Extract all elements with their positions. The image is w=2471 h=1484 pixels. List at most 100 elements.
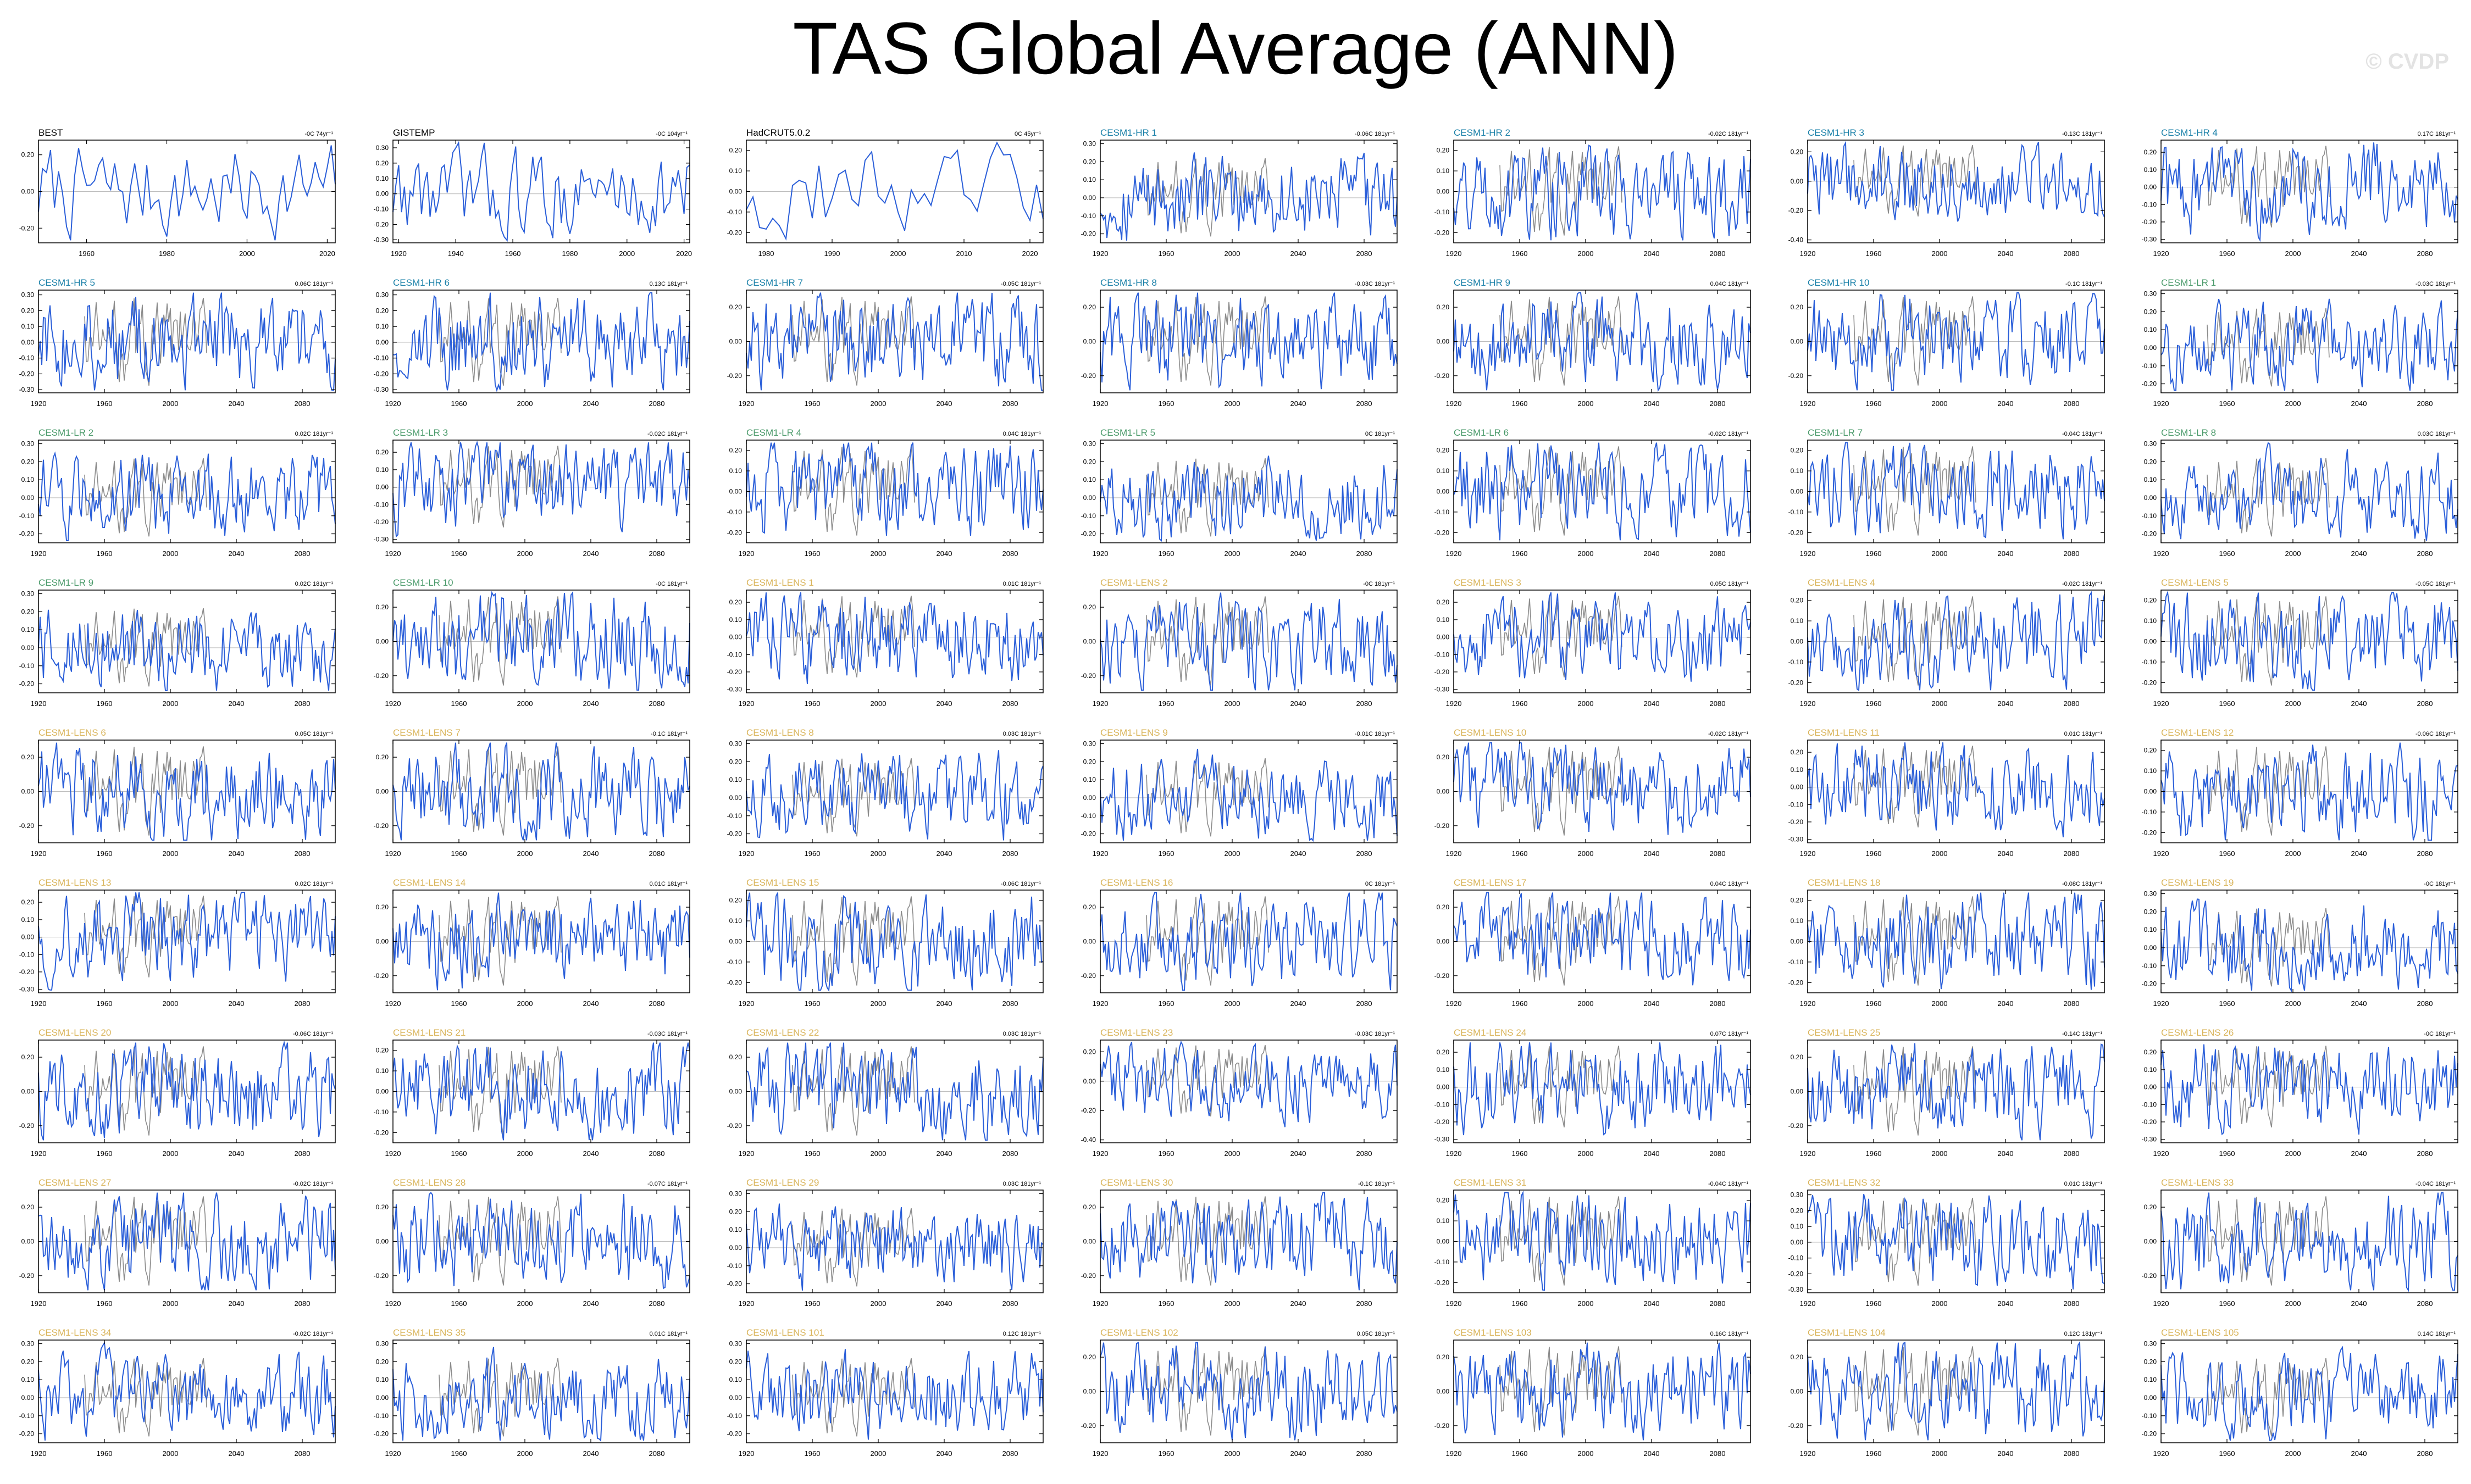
y-tick-label: 0.20 — [729, 303, 743, 311]
panel-trend: -0C 181yr⁻¹ — [1363, 581, 1395, 587]
obs-overlay-line — [792, 896, 915, 986]
panel: CESM1-LR 1 -0.03C 181yr⁻¹ 0.30 0.20 0.10 0.00… — [2142, 277, 2458, 408]
y-tick-label: -0.10 — [1434, 508, 1450, 516]
series-line — [2160, 1044, 2458, 1136]
x-tick-label: 2000 — [619, 249, 635, 258]
obs-overlay-line — [1146, 596, 1269, 686]
panel: CESM1-LR 10 -0C 181yr⁻¹ 0.20 0.00 -0.20 1920 1… — [374, 577, 690, 708]
x-tick-label: 2000 — [517, 1149, 533, 1158]
y-tick-label: -0.20 — [374, 672, 389, 680]
y-tick-label: -0.30 — [374, 536, 389, 543]
y-tick-label: 0.20 — [1083, 1048, 1096, 1055]
x-tick-label: 2000 — [1932, 1149, 1948, 1158]
x-tick-label: 1960 — [451, 1449, 467, 1458]
y-tick-label: -0.20 — [1081, 1272, 1096, 1280]
panel: CESM1-LENS 33 -0.04C 181yr⁻¹ 0.20 0.00 -0.20… — [2142, 1177, 2458, 1308]
series-line — [1453, 144, 1751, 241]
panel-trend: -0.03C 181yr⁻¹ — [1355, 1031, 1395, 1037]
y-tick-label: 0.20 — [1791, 748, 1804, 756]
x-tick-label: 1960 — [805, 999, 821, 1008]
y-tick-label: -0.20 — [727, 830, 743, 838]
y-tick-label: -0.40 — [1081, 1136, 1096, 1144]
panel-title: CESM1-HR 7 — [746, 277, 803, 288]
y-tick-label: -0.10 — [1434, 208, 1450, 216]
x-tick-label: 2040 — [583, 999, 599, 1008]
x-tick-label: 1920 — [391, 249, 407, 258]
y-tick-label: 0.20 — [376, 1047, 389, 1054]
panel-frame — [38, 440, 336, 543]
y-tick-label: 0.10 — [21, 476, 35, 483]
y-tick-label: -0.10 — [727, 812, 743, 820]
x-tick-label: 1960 — [1512, 849, 1528, 858]
x-tick-label: 1920 — [31, 549, 47, 558]
y-tick-label: 0.10 — [1791, 617, 1804, 625]
panel: CESM1-LENS 28 -0.07C 181yr⁻¹ 0.20 0.00 -0.20… — [374, 1177, 690, 1308]
y-tick-label: -0.20 — [1081, 372, 1096, 380]
panel: CESM1-LENS 3 0.05C 181yr⁻¹ 0.20 0.10 0.00 -0.… — [1434, 577, 1751, 708]
panel-trend: 0.12C 181yr⁻¹ — [2064, 1331, 2103, 1337]
y-tick-label: 0.00 — [2144, 944, 2157, 952]
obs-overlay-line — [1853, 1346, 1976, 1436]
series-line — [392, 292, 690, 392]
y-tick-label: -0.30 — [727, 686, 743, 693]
y-tick-label: 0.20 — [21, 608, 35, 615]
y-tick-label: -0.30 — [19, 386, 35, 393]
y-tick-label: -0.10 — [374, 1108, 389, 1116]
x-tick-label: 1920 — [2153, 399, 2169, 408]
x-tick-label: 1960 — [805, 399, 821, 408]
panel: CESM1-LENS 29 0.03C 181yr⁻¹ 0.30 0.20 0.10 0.… — [727, 1177, 1044, 1308]
y-tick-label: 0.20 — [1083, 1203, 1096, 1211]
page-title: TAS Global Average (ANN) — [793, 8, 1678, 90]
panel: CESM1-LENS 4 -0.02C 181yr⁻¹ 0.20 0.10 0.00 -0… — [1788, 577, 2105, 708]
y-tick-label: -0.20 — [2142, 1118, 2157, 1126]
panel: CESM1-LENS 18 -0.08C 181yr⁻¹ 0.20 0.10 0.00 -… — [1788, 877, 2105, 1008]
series-line — [746, 1349, 1044, 1440]
panel: CESM1-LENS 25 -0.14C 181yr⁻¹ 0.20 0.00 -0.20… — [1788, 1027, 2105, 1158]
x-tick-label: 1920 — [1093, 549, 1109, 558]
x-tick-label: 2000 — [1932, 1449, 1948, 1458]
panel-trend: 0.16C 181yr⁻¹ — [1710, 1331, 1749, 1337]
panel: CESM1-LENS 2 -0C 181yr⁻¹ 0.20 0.00 -0.20 1920… — [1081, 577, 1398, 708]
obs-overlay-line — [439, 746, 562, 836]
panel-title: CESM1-LENS 27 — [38, 1177, 111, 1188]
x-tick-label: 2080 — [1002, 1299, 1018, 1308]
x-tick-label: 2080 — [1002, 849, 1018, 858]
y-tick-label: -0.20 — [2142, 1272, 2157, 1280]
x-tick-label: 1960 — [1866, 699, 1882, 708]
y-tick-label: -0.20 — [727, 1122, 743, 1130]
y-tick-label: 0.00 — [1083, 194, 1096, 202]
x-tick-label: 2000 — [517, 1299, 533, 1308]
x-tick-label: 2080 — [1002, 1149, 1018, 1158]
panel-title: CESM1-LENS 102 — [1100, 1327, 1178, 1338]
x-tick-label: 2040 — [2351, 849, 2367, 858]
y-tick-label: -0.20 — [1081, 972, 1096, 980]
x-tick-label: 2040 — [1998, 699, 2014, 708]
x-tick-label: 2040 — [2351, 999, 2367, 1008]
series-line — [746, 442, 1044, 536]
panel-title: CESM1-LENS 15 — [746, 877, 819, 888]
y-tick-label: -0.20 — [374, 822, 389, 830]
x-tick-label: 1960 — [805, 549, 821, 558]
panel-trend: -0.13C 181yr⁻¹ — [2062, 131, 2102, 137]
y-tick-label: 0.20 — [2144, 747, 2157, 754]
x-tick-label: 2080 — [1356, 1149, 1372, 1158]
y-tick-label: -0.10 — [1788, 508, 1804, 516]
series-line — [1453, 1342, 1751, 1441]
x-tick-label: 1960 — [451, 1149, 467, 1158]
y-tick-label: -0.20 — [1434, 1118, 1450, 1126]
x-tick-label: 2040 — [583, 1449, 599, 1458]
x-tick-label: 1960 — [1866, 399, 1882, 408]
x-tick-label: 2000 — [517, 399, 533, 408]
panel: CESM1-LR 9 0.02C 181yr⁻¹ 0.30 0.20 0.10 0.00 -… — [19, 577, 336, 708]
x-tick-label: 2000 — [163, 699, 179, 708]
x-tick-label: 1960 — [805, 849, 821, 858]
x-tick-label: 1920 — [739, 1299, 755, 1308]
series-line — [2160, 742, 2458, 841]
y-tick-label: -0.10 — [1788, 1254, 1804, 1262]
x-tick-label: 2000 — [1932, 1299, 1948, 1308]
x-tick-label: 1960 — [97, 849, 113, 858]
panel-trend: -0.05C 181yr⁻¹ — [2415, 581, 2456, 587]
y-tick-label: 0.30 — [21, 1340, 35, 1348]
y-tick-label: 0.00 — [21, 1394, 35, 1402]
y-tick-label: -0.20 — [374, 972, 389, 980]
